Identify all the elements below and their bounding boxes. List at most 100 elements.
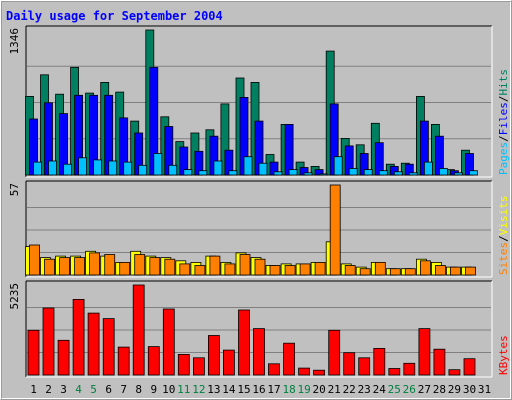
x-tick-label: 9 — [150, 383, 157, 396]
bar-sites-13 — [209, 255, 221, 276]
bar-pages-4 — [78, 157, 87, 176]
bar-kbytes-4 — [72, 298, 85, 376]
bar-pages-18 — [288, 169, 298, 176]
x-tick-label: 1 — [30, 383, 37, 396]
bar-pages-13 — [213, 160, 223, 176]
bar-kbytes-5 — [87, 312, 100, 376]
bar-kbytes-2 — [42, 307, 55, 376]
bar-sites-9 — [149, 257, 161, 276]
legend-entry: KBytes — [497, 335, 510, 375]
bar-pages-25 — [393, 171, 403, 176]
legend-entry: Visits — [497, 196, 510, 236]
x-tick-label: 19 — [297, 383, 310, 396]
bar-pages-8 — [138, 164, 148, 176]
x-axis-labels: 1 2 3 4 5 6 7 8 9 10 11 12 13 14 15 16 17 18 19 20 21 22 23 24 2… — [30, 383, 491, 396]
bar-kbytes-29 — [448, 369, 461, 376]
bar-sites-26 — [404, 268, 416, 276]
bar-pages-6 — [108, 160, 118, 176]
legend-visits-sites: Sites/Visits — [497, 196, 510, 276]
bar-sites-16 — [254, 258, 266, 276]
bar-kbytes-30 — [463, 358, 476, 376]
bar-files-24 — [374, 142, 384, 176]
legend-entry: / — [497, 135, 510, 142]
legend-entry: Pages — [497, 142, 510, 175]
bar-kbytes-12 — [192, 357, 205, 376]
bar-kbytes-28 — [433, 348, 446, 376]
bar-sites-12 — [194, 265, 206, 276]
bar-sites-21 — [329, 184, 341, 276]
bar-pages-19 — [303, 172, 313, 176]
bar-kbytes-10 — [162, 308, 175, 376]
bar-sites-27 — [419, 260, 431, 276]
x-tick-label: 10 — [162, 383, 175, 396]
bar-pages-24 — [378, 170, 388, 176]
bar-pages-2 — [48, 160, 57, 176]
bar-pages-30 — [469, 170, 478, 176]
chart-panels: 1346Pages/Files/Hits57Sites/Visits5235KB… — [8, 25, 510, 378]
bar-kbytes-17 — [268, 363, 280, 376]
x-tick-label: 13 — [207, 383, 220, 396]
bar-pages-15 — [243, 156, 253, 176]
x-tick-label: 28 — [433, 383, 446, 396]
bar-pages-16 — [258, 162, 268, 176]
x-tick-label: 14 — [222, 383, 236, 396]
x-tick-label: 25 — [388, 383, 401, 396]
x-tick-label: 2 — [45, 383, 52, 396]
x-tick-label: 11 — [177, 383, 190, 396]
bar-pages-1 — [33, 161, 42, 176]
bar-kbytes-1 — [27, 329, 40, 376]
x-tick-label: 18 — [282, 383, 295, 396]
bar-sites-3 — [59, 257, 70, 276]
x-tick-label: 17 — [267, 383, 280, 396]
bar-sites-1 — [29, 244, 40, 276]
bar-pages-26 — [408, 172, 418, 176]
bar-pages-29 — [453, 172, 463, 176]
x-tick-label: 21 — [328, 383, 341, 396]
bar-pages-10 — [168, 164, 178, 176]
legend-entry: Hits — [497, 69, 510, 96]
x-tick-label: 5 — [90, 383, 97, 396]
bar-sites-10 — [164, 258, 176, 276]
x-tick-label: 16 — [252, 383, 265, 396]
bar-sites-4 — [74, 257, 85, 276]
bar-pages-3 — [63, 163, 72, 176]
bar-sites-23 — [359, 268, 371, 276]
legend-entry: / — [497, 96, 510, 103]
bar-sites-7 — [119, 261, 131, 276]
bar-pages-7 — [123, 161, 133, 176]
y-max-label: 57 — [8, 183, 21, 196]
bar-kbytes-22 — [343, 352, 356, 376]
bar-kbytes-11 — [177, 353, 190, 376]
chart-title: Daily usage for September 2004 — [6, 9, 223, 23]
legend-entry: / — [497, 235, 510, 242]
bar-kbytes-8 — [132, 284, 145, 376]
bar-pages-28 — [438, 168, 448, 176]
x-tick-label: 24 — [373, 383, 387, 396]
bar-kbytes-7 — [117, 346, 130, 376]
bar-pages-12 — [198, 170, 208, 176]
legend-entry: Files — [497, 102, 510, 135]
bar-kbytes-6 — [102, 318, 115, 376]
bar-kbytes-13 — [207, 335, 220, 376]
x-tick-label: 26 — [403, 383, 416, 396]
x-tick-label: 22 — [343, 383, 356, 396]
bar-kbytes-21 — [328, 329, 341, 376]
y-max-label: 5235 — [8, 283, 21, 310]
bar-pages-17 — [273, 171, 283, 176]
bar-pages-27 — [423, 161, 433, 176]
bar-pages-9 — [153, 153, 163, 176]
x-tick-label: 31 — [478, 383, 491, 396]
bar-sites-30 — [465, 266, 476, 276]
legend-kbytes: KBytes — [497, 335, 510, 375]
legend-hits-files-pages: Pages/Files/Hits — [497, 69, 510, 175]
bar-sites-17 — [269, 265, 281, 276]
x-tick-label: 30 — [463, 383, 476, 396]
y-max-label: 1346 — [8, 28, 21, 55]
bar-kbytes-19 — [298, 367, 311, 376]
bar-files-18 — [284, 124, 294, 176]
x-tick-label: 20 — [312, 383, 325, 396]
bar-sites-11 — [179, 263, 191, 276]
